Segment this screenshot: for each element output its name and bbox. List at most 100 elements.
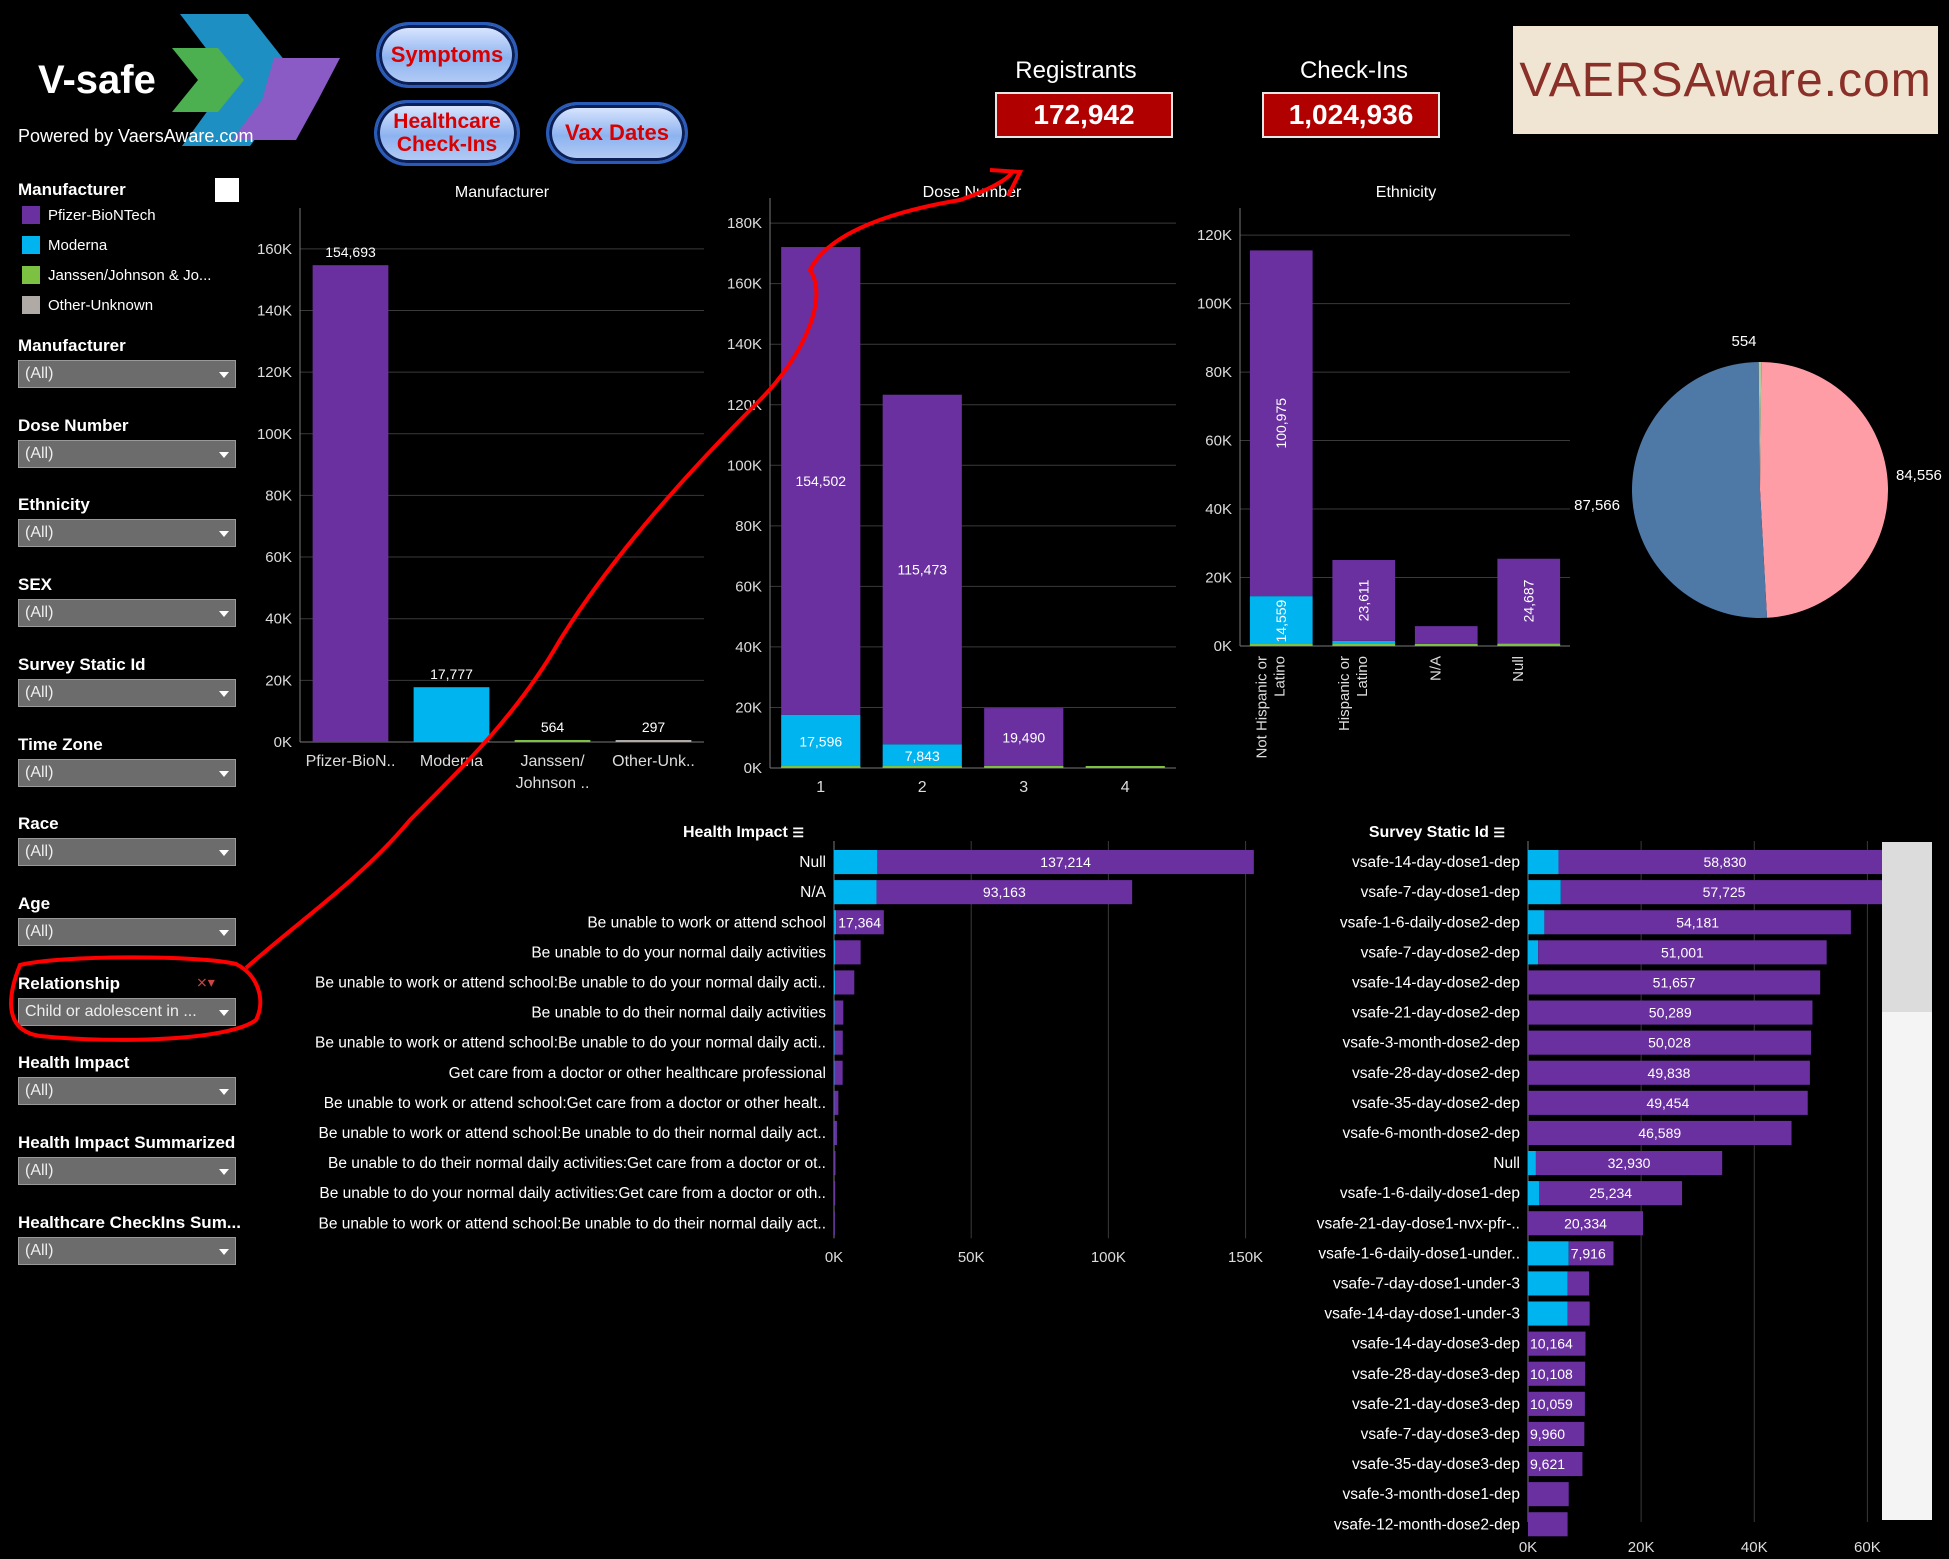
category-label: vsafe-7-day-dose1-under-3 <box>1333 1275 1520 1292</box>
sort-icon[interactable]: ☰ <box>1493 825 1505 840</box>
v-safe-chevron-icon <box>172 14 340 146</box>
y-tick-label: 40K <box>265 611 292 628</box>
legend-item[interactable]: Other-Unknown <box>22 296 153 314</box>
category-label: vsafe-14-day-dose3-dep <box>1352 1336 1520 1353</box>
filter-label: SEX <box>18 575 53 595</box>
survey-scrollbar-thumb[interactable] <box>1882 842 1932 1012</box>
dose-chart-title: Dose Number <box>922 184 1022 201</box>
filter-label: Health Impact Summarized <box>18 1133 236 1152</box>
x-tick-label: 20K <box>1628 1539 1655 1556</box>
legend-label: Moderna <box>48 237 108 254</box>
filter-label: Relationship <box>18 973 121 993</box>
pie-value-label: 87,566 <box>1574 497 1620 514</box>
category-label: vsafe-3-month-dose1-dep <box>1343 1486 1521 1503</box>
category-label: vsafe-7-day-dose2-dep <box>1361 944 1520 961</box>
bar-segment <box>835 970 855 995</box>
category-label: vsafe-21-day-dose3-dep <box>1352 1396 1520 1413</box>
y-tick-label: 40K <box>735 639 762 656</box>
bar-segment <box>1528 1120 1792 1145</box>
legend-item[interactable]: Janssen/Johnson & Jo... <box>22 266 211 284</box>
bar-segment <box>1528 850 1559 875</box>
bar-value-label: 17,777 <box>430 666 473 682</box>
category-label: Be unable to work or attend school:Be un… <box>319 1215 827 1232</box>
filter-value: (All) <box>25 524 54 542</box>
x-category-label: Hispanic or <box>1336 656 1353 731</box>
vax-dates-button[interactable]: Vax Dates <box>546 102 688 164</box>
filter-dropdown[interactable]: (All) <box>18 439 236 468</box>
filter-dropdown[interactable]: (All) <box>18 360 236 388</box>
bar-segment <box>1528 1512 1568 1537</box>
x-category-label: Pfizer-BioN.. <box>306 753 396 770</box>
app-subtitle: Powered by VaersAware.com <box>18 126 254 146</box>
checkins-value: 1,024,936 <box>1262 92 1440 138</box>
category-label: N/A <box>800 884 827 901</box>
filter-dropdown[interactable]: (All) <box>18 758 236 787</box>
chevron-down-icon <box>219 1089 229 1096</box>
bar-value-label: 25,234 <box>1589 1185 1632 1201</box>
x-category-label: 2 <box>918 779 927 796</box>
x-tick-label: 60K <box>1854 1539 1881 1556</box>
chevron-down-icon <box>219 929 229 936</box>
bar-segment <box>1544 910 1851 935</box>
filter-value: (All) <box>25 683 54 701</box>
bar-segment-janssen <box>1497 644 1561 646</box>
bar-segment <box>1528 940 1539 965</box>
filter-dropdown[interactable]: Child or adolescent in ... <box>18 997 236 1026</box>
bar-segment <box>1528 1211 1644 1236</box>
category-label: Be unable to work or attend school <box>587 914 826 931</box>
bar-value-label: 50,028 <box>1648 1035 1691 1051</box>
bar-segment <box>1528 1421 1585 1446</box>
y-tick-label: 100K <box>727 457 762 474</box>
filter-dropdown[interactable]: (All) <box>18 1157 236 1185</box>
vax-dates-button-label: Vax Dates <box>565 119 669 145</box>
filter-value: Child or adolescent in ... <box>25 1002 197 1020</box>
filter-value: (All) <box>25 1162 54 1179</box>
filter-dropdown[interactable]: (All) <box>18 1077 236 1106</box>
filter-label: Survey Static Id <box>18 654 146 674</box>
bar-value-label: 51,001 <box>1661 944 1704 960</box>
filter-dropdown[interactable]: (All) <box>18 1236 236 1265</box>
legend-toggle[interactable] <box>215 178 239 202</box>
bar-value-label: 10,059 <box>1530 1396 1573 1412</box>
survey-static-id-chart-title[interactable]: Survey Static Id ☰ <box>1335 824 1505 842</box>
manufacturer-chart-title: Manufacturer <box>454 184 550 201</box>
bar-segment <box>834 1181 836 1206</box>
healthcare-checkins-button[interactable]: Healthcare Check-Ins <box>374 100 520 166</box>
ethnicity-chart-title: Ethnicity <box>1375 184 1437 201</box>
bar-segment <box>1332 560 1396 641</box>
category-label: Be unable to do their normal daily activ… <box>531 1005 826 1022</box>
y-tick-label: 0K <box>744 760 762 777</box>
y-tick-label: 20K <box>1205 570 1232 587</box>
brand-banner[interactable]: VAERSAware.com <box>1513 26 1938 134</box>
y-tick-label: 120K <box>1197 227 1232 244</box>
bar-segment <box>877 850 1254 875</box>
symptoms-button[interactable]: Symptoms <box>376 22 518 88</box>
y-tick-label: 160K <box>727 276 762 293</box>
filter-dropdown[interactable]: (All) <box>18 838 236 867</box>
legend-item[interactable]: Pfizer-BioNTech <box>22 206 156 224</box>
y-tick-label: 160K <box>257 241 292 258</box>
sort-icon[interactable]: ☰ <box>792 825 804 840</box>
bar-segment <box>1558 850 1892 875</box>
x-tick-label: 40K <box>1741 1539 1768 1556</box>
bar-segment <box>1535 1151 1723 1176</box>
clear-filter-icon[interactable]: ⨯▾ <box>196 973 215 990</box>
filter-dropdown[interactable]: (All) <box>18 519 236 548</box>
legend-item[interactable]: Moderna <box>22 236 107 254</box>
x-category-label: Not Hispanic or <box>1253 656 1270 759</box>
ethnicity-chart: 0K 20K 40K 60K 80K 100K 120K 14,559 100,975 Not H… <box>1197 208 1570 759</box>
y-tick-label: 20K <box>265 672 292 689</box>
filter-dropdown[interactable]: (All) <box>18 599 236 628</box>
legend-swatch <box>22 236 40 254</box>
filter-value: (All) <box>25 843 54 861</box>
legend-swatch <box>22 266 40 284</box>
filter-dropdown[interactable]: (All) <box>18 678 236 707</box>
health-impact-chart-title[interactable]: Health Impact ☰ <box>654 824 804 842</box>
filter-value: (All) <box>25 365 54 382</box>
filter-dropdown[interactable]: (All) <box>18 917 236 946</box>
y-tick-label: 140K <box>727 336 762 353</box>
category-label: vsafe-7-day-dose1-dep <box>1361 884 1520 901</box>
bar-value-label: 23,611 <box>1356 579 1372 621</box>
y-tick-label: 100K <box>1197 296 1232 313</box>
bar-segment <box>1414 626 1478 644</box>
